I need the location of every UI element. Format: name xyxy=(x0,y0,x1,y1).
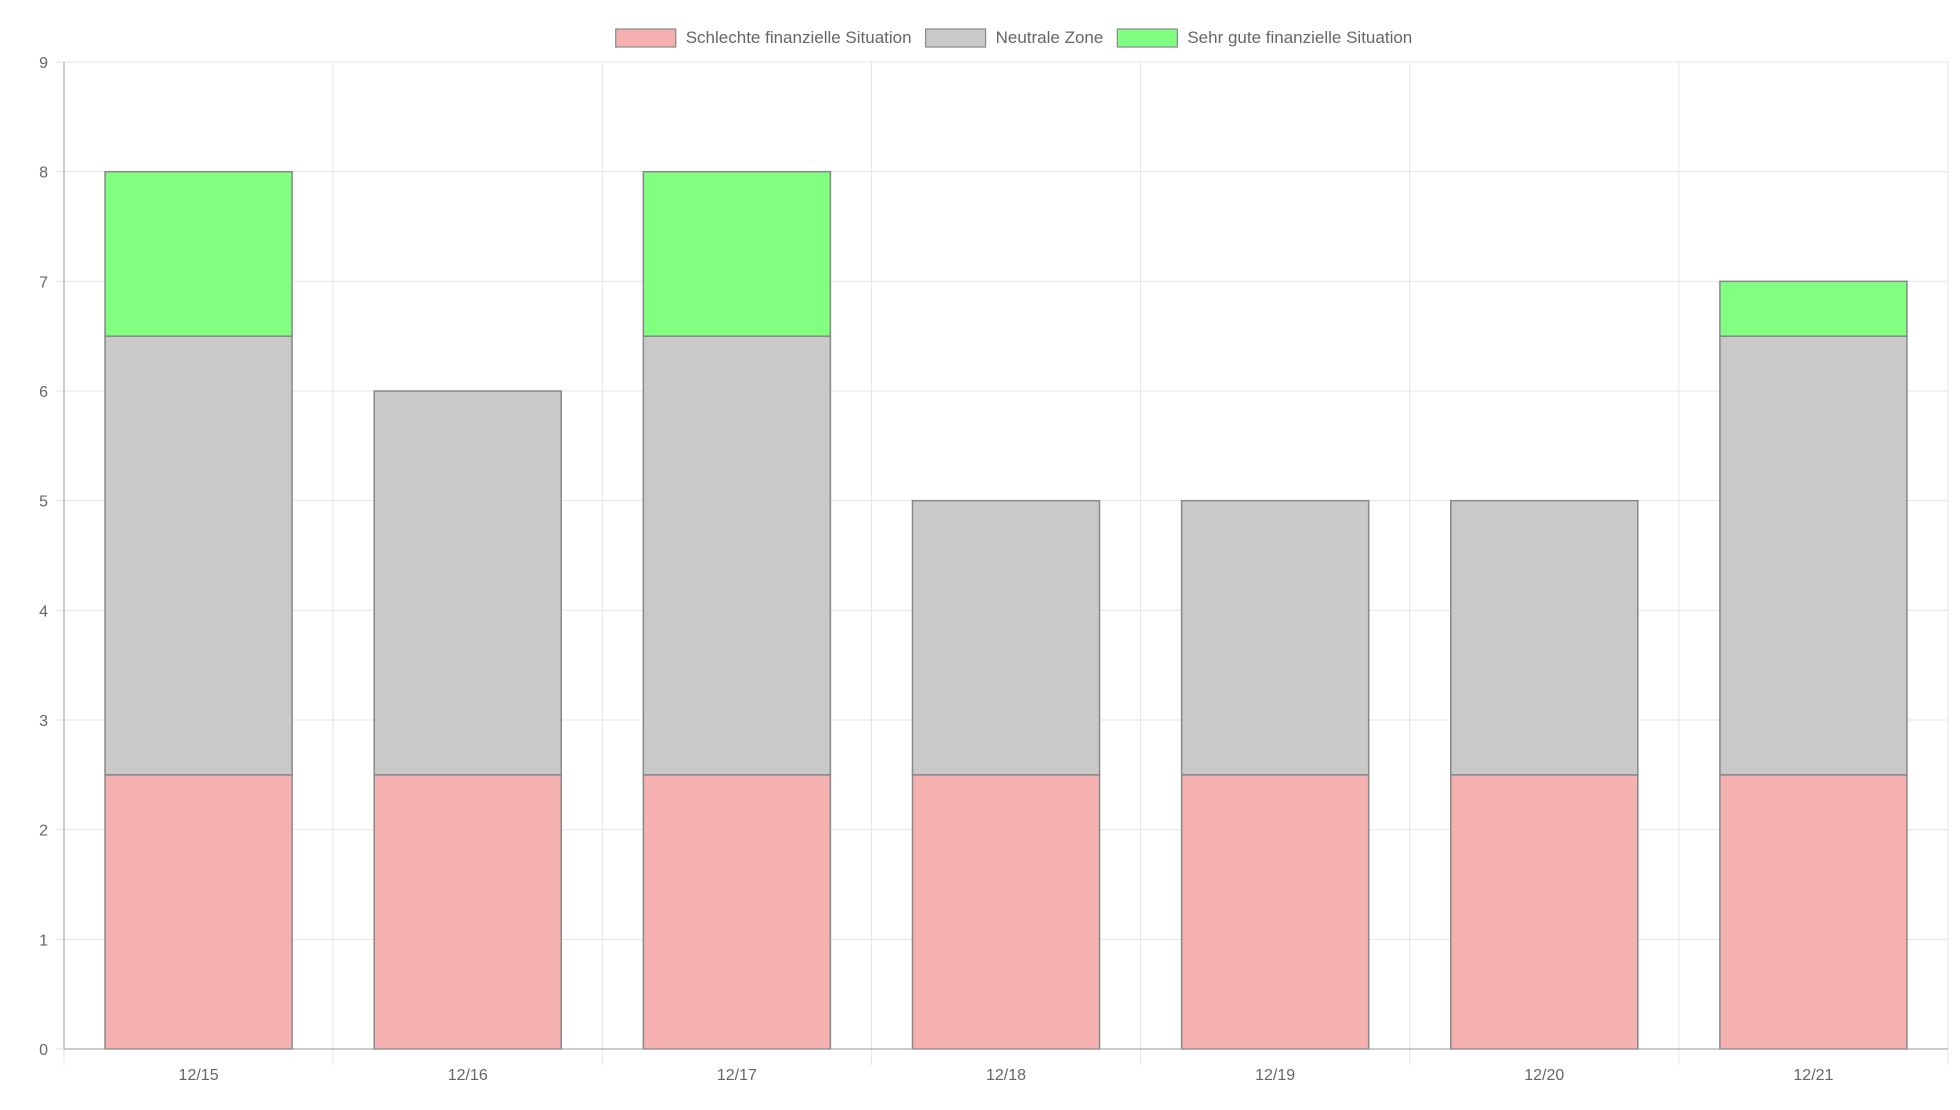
y-tick-label: 5 xyxy=(39,494,48,511)
bar-segment-1-12-16[interactable] xyxy=(373,774,562,1050)
legend[interactable]: Schlechte finanzielle Situation Neutrale … xyxy=(615,28,1413,48)
y-tick-label: 7 xyxy=(39,274,48,291)
bar-segment-1-12-20[interactable] xyxy=(1450,774,1639,1050)
legend-item-1[interactable]: Schlechte finanzielle Situation xyxy=(615,28,912,48)
y-tick-label: 1 xyxy=(39,932,48,949)
legend-swatch xyxy=(925,28,987,48)
x-tick-label: 12/21 xyxy=(1793,1067,1833,1084)
x-tick-label: 12/17 xyxy=(717,1067,757,1084)
bar-segment-2-12-19[interactable] xyxy=(1180,499,1370,776)
legend-item-3[interactable]: Sehr gute finanzielle Situation xyxy=(1116,28,1412,48)
bar-segment-1-12-18[interactable] xyxy=(911,774,1101,1050)
bar-segment-1-12-19[interactable] xyxy=(1180,774,1370,1050)
x-tick-label: 12/20 xyxy=(1524,1067,1564,1084)
bar-segment-1-12-21[interactable] xyxy=(1719,774,1908,1050)
legend-item-2[interactable]: Neutrale Zone xyxy=(925,28,1104,48)
x-tick-label: 12/19 xyxy=(1255,1067,1295,1084)
y-tick-label: 0 xyxy=(39,1042,48,1059)
axes-layer: 0 1 2 3 4 5 6 7 8 9 12/15 12/16 12/17 12/18 12/19 12/20… xyxy=(39,55,1948,1084)
bar-segment-1-12-15[interactable] xyxy=(104,774,293,1050)
bar-segment-3-12-17[interactable] xyxy=(642,170,832,337)
x-tick-label: 12/18 xyxy=(986,1067,1026,1084)
bar-segment-2-12-21[interactable] xyxy=(1719,335,1908,776)
x-tick-label: 12/16 xyxy=(448,1067,488,1084)
y-tick-label: 3 xyxy=(39,713,48,730)
bar-segment-2-12-16[interactable] xyxy=(373,390,562,776)
y-tick-label: 9 xyxy=(39,55,48,72)
x-tick-label: 12/15 xyxy=(179,1067,219,1084)
y-tick-label: 6 xyxy=(39,384,48,401)
bars-layer xyxy=(104,170,1908,1050)
y-tick-label: 8 xyxy=(39,165,48,182)
legend-label: Sehr gute finanzielle Situation xyxy=(1187,28,1412,47)
bar-segment-1-12-17[interactable] xyxy=(642,774,832,1050)
bar-segment-2-12-15[interactable] xyxy=(104,335,293,776)
y-tick-label: 2 xyxy=(39,823,48,840)
legend-swatch xyxy=(1116,28,1178,48)
bar-segment-3-12-15[interactable] xyxy=(104,170,293,337)
bar-segment-2-12-20[interactable] xyxy=(1450,499,1639,776)
legend-swatch xyxy=(615,28,677,48)
bar-segment-3-12-21[interactable] xyxy=(1719,280,1908,337)
bar-segment-2-12-18[interactable] xyxy=(911,499,1101,776)
legend-label: Schlechte finanzielle Situation xyxy=(686,28,912,47)
bar-segment-2-12-17[interactable] xyxy=(642,335,832,776)
y-tick-label: 4 xyxy=(39,603,48,620)
legend-label: Neutrale Zone xyxy=(996,28,1104,47)
